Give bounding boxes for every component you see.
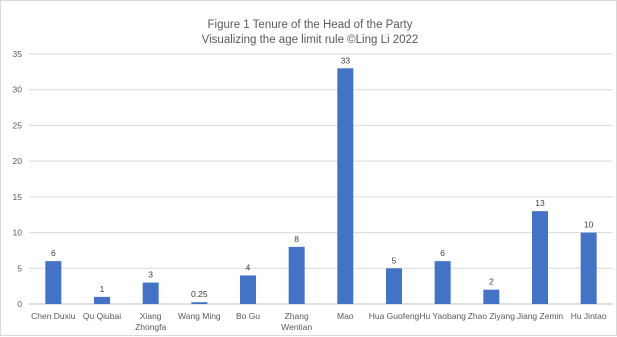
- bar: [288, 246, 305, 304]
- data-label: 10: [584, 220, 594, 230]
- x-tick-label: Chen Duxiu: [31, 311, 76, 321]
- chart-title: Figure 1 Tenure of the Head of the Party: [208, 19, 413, 31]
- y-tick-label: 10: [13, 228, 23, 238]
- bar: [142, 282, 159, 304]
- gridlines: [29, 53, 613, 305]
- y-tick-label: 20: [13, 156, 23, 166]
- x-tick-label: Mao: [337, 311, 354, 321]
- y-tick-label: 5: [17, 263, 22, 273]
- bar: [386, 268, 402, 304]
- bar: [434, 261, 451, 304]
- x-tick-label: Hua Guofeng: [369, 311, 420, 321]
- data-label: 8: [294, 234, 299, 244]
- y-tick-label: 0: [17, 299, 22, 309]
- chart-subtitle: Visualizing the age limit rule ©Ling Li …: [202, 34, 419, 46]
- data-label: 13: [535, 198, 545, 208]
- data-label: 6: [440, 248, 445, 258]
- y-tick-label: 35: [13, 49, 23, 59]
- x-tick-label: Wang Ming: [178, 311, 221, 321]
- bar: [191, 302, 208, 304]
- data-label: 1: [100, 284, 105, 294]
- data-label: 6: [51, 248, 56, 258]
- x-tick-label: Zhao Ziyang: [468, 311, 516, 321]
- bar: [337, 68, 354, 305]
- bar: [45, 261, 62, 304]
- x-tick-label: Wentian: [281, 322, 312, 332]
- x-tick-label: Jiang Zemin: [517, 311, 564, 321]
- x-tick-label: Bo Gu: [236, 311, 260, 321]
- bars: [45, 68, 597, 305]
- data-label: 5: [392, 255, 397, 265]
- y-tick-label: 30: [13, 85, 23, 95]
- x-tick-label: Qu Qiubai: [83, 311, 121, 321]
- y-tick-label: 15: [13, 192, 23, 202]
- x-tick-label: Hu Yaobang: [419, 311, 466, 321]
- x-tick-label: Zhongfa: [135, 322, 166, 332]
- y-axis-ticks: 0 5 10 15 20 25 30 35: [13, 49, 23, 309]
- data-label: 0.25: [191, 289, 208, 299]
- x-tick-label: Xiang: [140, 311, 162, 321]
- bar: [240, 275, 256, 304]
- data-label: 33: [341, 55, 351, 65]
- bar: [94, 296, 110, 304]
- x-tick-label: Hu Jintao: [571, 311, 607, 321]
- data-label: 3: [148, 270, 153, 280]
- bar: [483, 289, 500, 304]
- data-label: 4: [246, 262, 251, 272]
- bar: [580, 232, 597, 304]
- bar: [532, 211, 548, 304]
- data-label: 2: [489, 277, 494, 287]
- y-tick-label: 25: [13, 120, 23, 130]
- x-tick-label: Zhang: [285, 311, 309, 321]
